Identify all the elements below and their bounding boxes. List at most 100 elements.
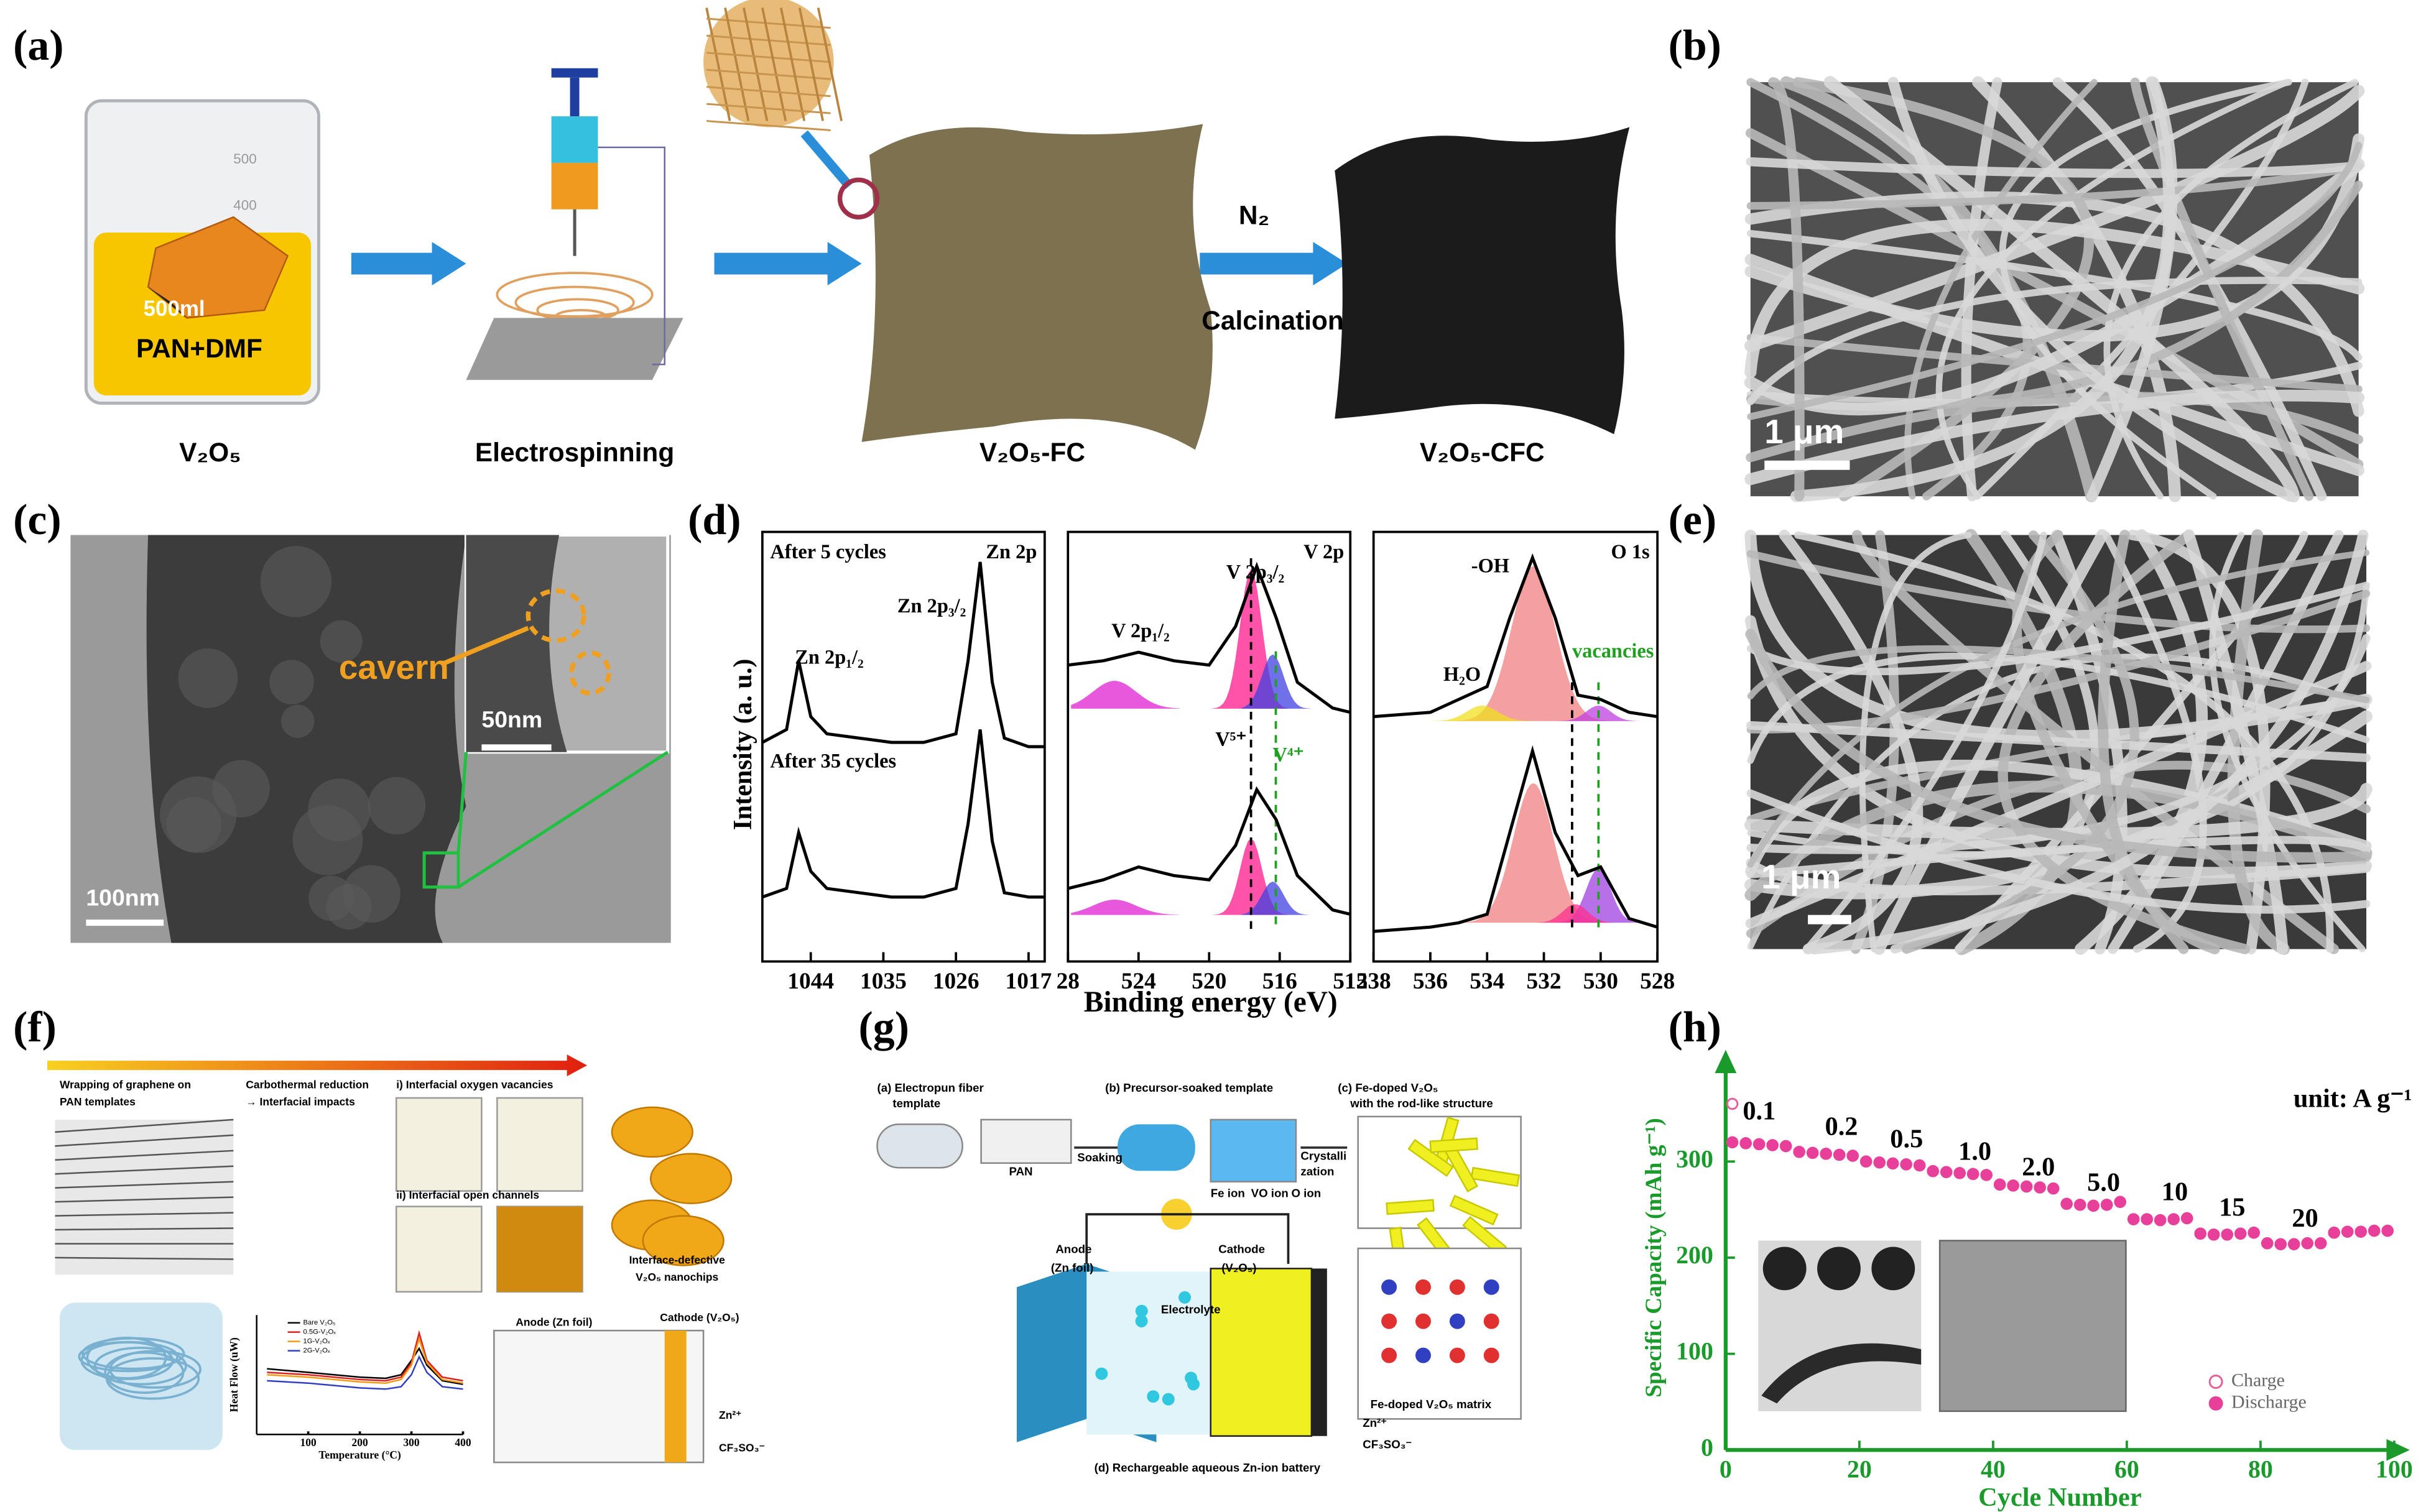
atom	[1415, 1313, 1431, 1329]
scale-bar	[86, 920, 164, 926]
x-tick-label: 538	[1356, 969, 1391, 994]
zoom-arrow	[800, 130, 853, 190]
spectrum-line	[267, 1330, 463, 1382]
nanochip	[650, 1153, 733, 1204]
inset-box	[395, 1205, 483, 1293]
grain	[212, 760, 270, 818]
graphene-line	[55, 1181, 234, 1189]
syringe-liquid	[551, 162, 598, 210]
data-point	[1966, 1168, 1979, 1181]
x-tick-label: 28	[1057, 969, 1080, 994]
x-axis-label: Temperature (°C)	[318, 1449, 401, 1461]
spectrum-line	[267, 1347, 463, 1385]
graphene-line	[55, 1212, 234, 1217]
legend-label: 2G-V₂Oₓ	[303, 1347, 330, 1355]
fiber	[1794, 531, 2334, 953]
data-point	[1726, 1136, 1739, 1149]
annotation: After 5 cycles	[770, 541, 886, 563]
data-point	[1873, 1156, 1886, 1169]
fit-component	[1071, 681, 1180, 709]
mesh-line	[706, 120, 831, 132]
annotation: 1.0	[1958, 1137, 1991, 1166]
y-axis-label: Heat Flow (uW)	[228, 1337, 240, 1412]
data-point	[1726, 1097, 1739, 1110]
annotation: V 2p₃/₂	[1226, 561, 1285, 583]
rod	[1470, 1166, 1521, 1187]
collector	[466, 318, 683, 380]
g-text: (b) Precursor-soaked template	[1105, 1081, 1273, 1094]
rod	[1449, 1194, 1499, 1226]
data-point	[2234, 1227, 2247, 1240]
zoom-box	[422, 851, 460, 889]
legend-label: 0.5G-V₂Oₓ	[303, 1329, 336, 1336]
data-point	[2287, 1238, 2300, 1251]
data-point	[2114, 1196, 2126, 1208]
cavern-label: cavern	[339, 648, 449, 686]
x-tick-label: 100	[300, 1436, 317, 1449]
g-text: O ion	[1291, 1187, 1321, 1200]
data-point	[2261, 1237, 2274, 1250]
scale-bar-label: 1 μm	[1761, 857, 1841, 896]
x-tick-label: 300	[403, 1436, 419, 1449]
fiber	[2052, 77, 2327, 502]
annotation: vacancies	[1572, 640, 1654, 663]
grain	[281, 704, 315, 738]
current-collector	[1311, 1268, 1327, 1436]
mesh-line	[706, 68, 831, 80]
data-point	[1846, 1150, 1859, 1162]
g-text: PAN	[1009, 1165, 1032, 1178]
panel-label: (g)	[859, 1003, 909, 1051]
rod	[1429, 1137, 1478, 1153]
wire	[598, 146, 665, 366]
fit-component	[1427, 706, 1537, 721]
x-tick-label: 0	[1720, 1455, 1732, 1483]
annotation: Zn 2p	[986, 541, 1037, 563]
precursor-box	[1210, 1118, 1297, 1182]
annotation: 10	[2162, 1177, 2188, 1206]
data-point	[2141, 1213, 2153, 1225]
mesh-line	[761, 7, 787, 121]
annotation: 0.2	[1825, 1112, 1858, 1141]
mesh-line	[817, 7, 843, 121]
x-axis-label: Binding energy (eV)	[1084, 986, 1338, 1018]
g-text: Anode	[1055, 1242, 1091, 1255]
annotation: Zn 2p₁/₂	[795, 647, 863, 669]
fiber	[1746, 721, 2371, 762]
fabric-fc	[861, 124, 1213, 450]
annotation: 20	[2292, 1204, 2318, 1233]
atom	[1449, 1347, 1465, 1363]
axis-arrow	[1715, 1049, 1737, 1074]
zn-ion	[1178, 1291, 1192, 1304]
f-text: Interface-defective	[629, 1254, 726, 1266]
data-point	[1993, 1178, 2006, 1191]
electrode	[1817, 1247, 1861, 1291]
annotation: H₂O	[1443, 663, 1481, 686]
spectrum-line	[1067, 561, 1351, 714]
fabric-cfc	[1335, 127, 1630, 435]
f-text: → Interfacial impacts	[246, 1095, 355, 1108]
f-text: Carbothermal reduction	[246, 1079, 369, 1091]
atom	[1449, 1313, 1465, 1329]
graphene-line	[55, 1118, 234, 1133]
soaked-fiber	[1118, 1124, 1195, 1171]
g-text: (Zn foil)	[1051, 1261, 1094, 1274]
data-point	[2301, 1237, 2313, 1250]
step-label: V₂O₅	[179, 438, 241, 467]
step-label: V₂O₅-CFC	[1420, 438, 1545, 467]
grain	[320, 620, 363, 663]
spectrum-line	[267, 1355, 463, 1390]
data-point	[1739, 1137, 1752, 1150]
annotation: 2.0	[2022, 1152, 2055, 1181]
nanochip	[611, 1106, 693, 1158]
inset-tem	[1938, 1240, 2127, 1413]
x-tick-label: 80	[2248, 1455, 2273, 1483]
atom	[1415, 1347, 1431, 1363]
y-tick-label: 0	[1701, 1433, 1713, 1461]
fiber-coil	[104, 1351, 185, 1394]
x-tick-label: 534	[1470, 969, 1504, 994]
g-text: template	[892, 1097, 940, 1110]
data-point	[2368, 1224, 2381, 1237]
x-tick-label: 520	[1192, 969, 1226, 994]
x-tick-label: 200	[352, 1436, 368, 1449]
